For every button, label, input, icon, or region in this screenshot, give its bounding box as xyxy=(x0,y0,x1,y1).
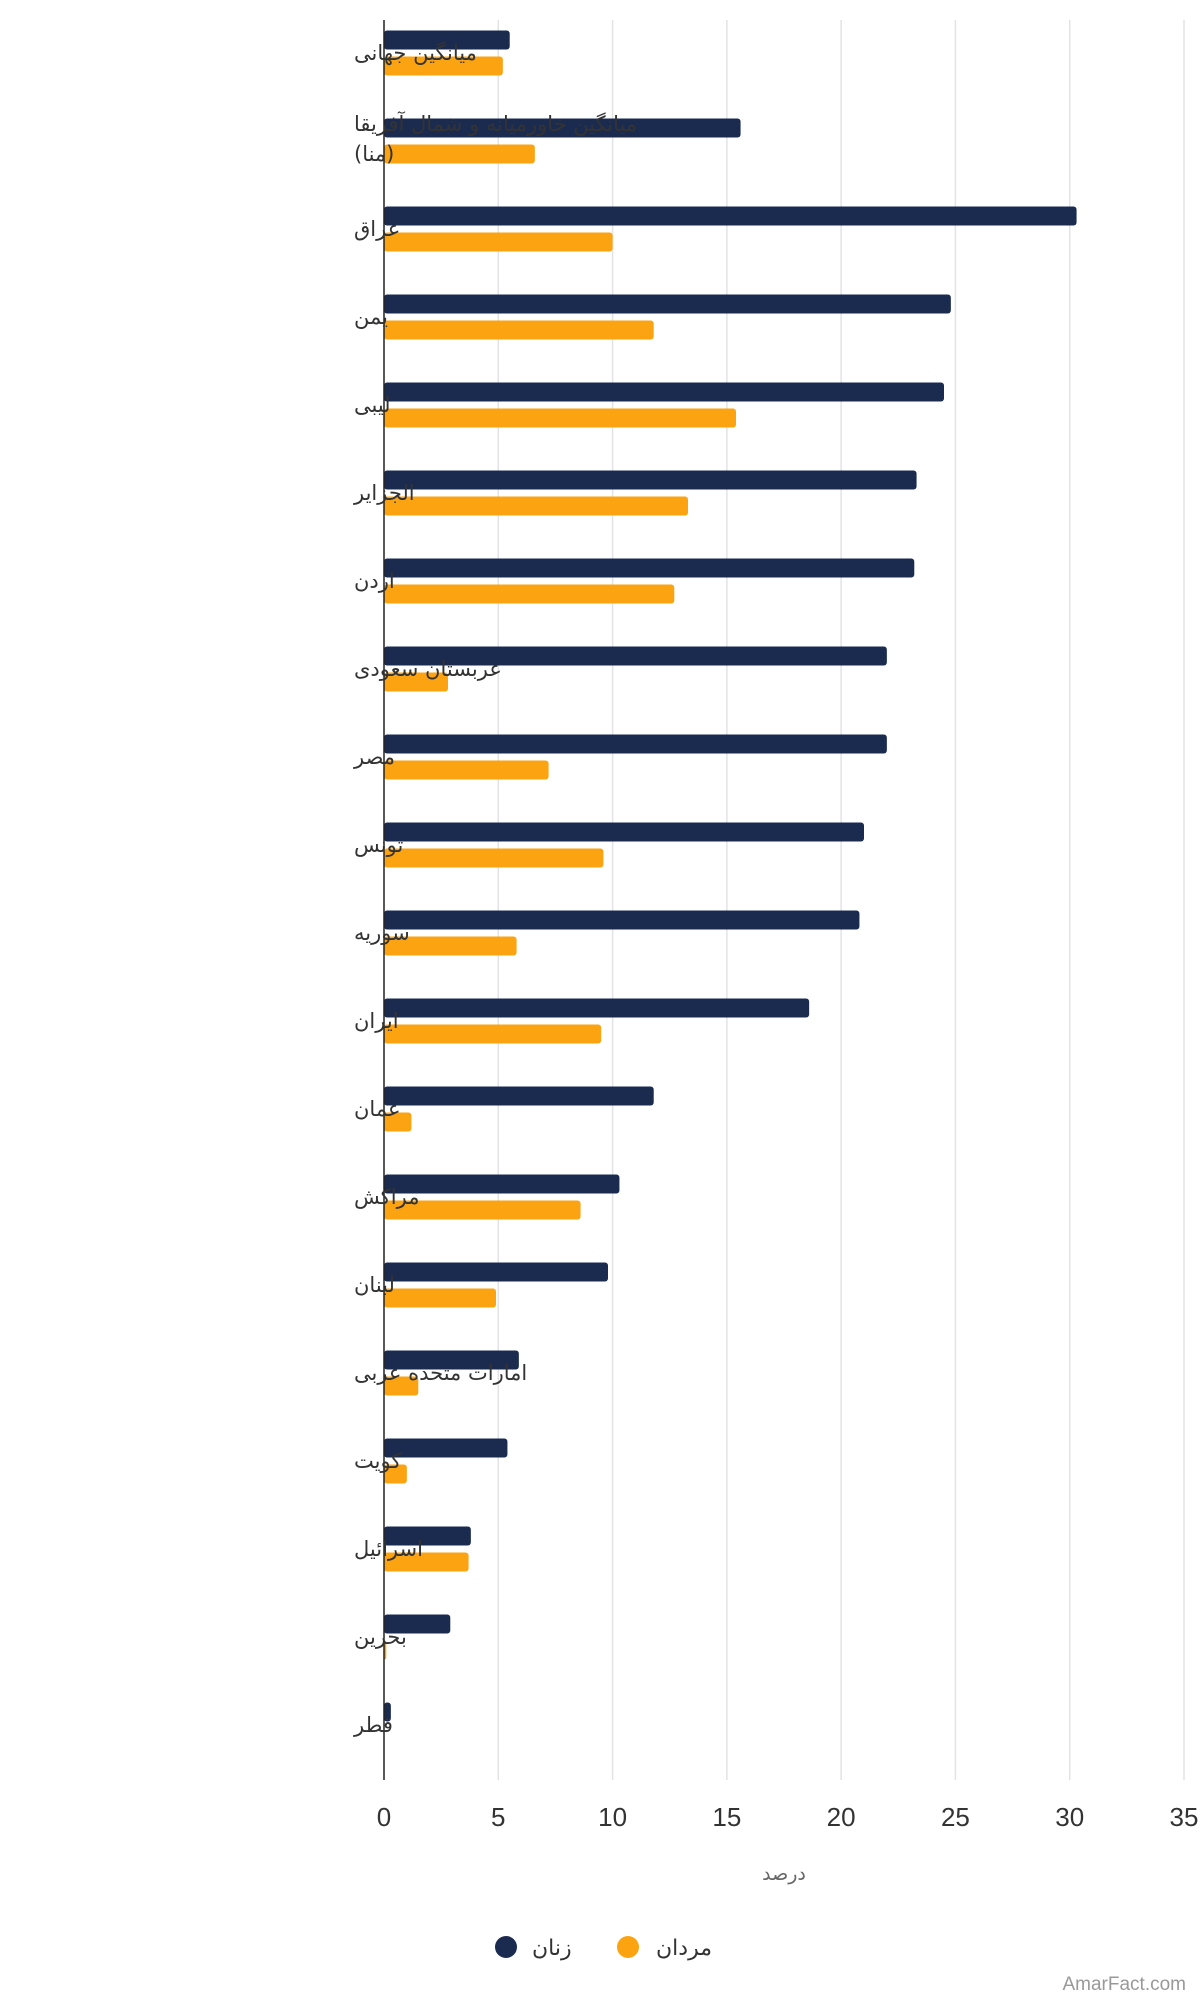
bar-men-10 xyxy=(384,936,517,956)
bar-men-1 xyxy=(384,144,535,164)
category-label: عمان xyxy=(354,1097,401,1121)
bar-men-16 xyxy=(384,1464,407,1484)
bar-men-13 xyxy=(384,1200,581,1220)
category-label: اسرائیل xyxy=(354,1537,423,1561)
x-tick-label: 5 xyxy=(491,1802,505,1832)
x-tick-label: 15 xyxy=(712,1802,741,1832)
category-label: لیبی xyxy=(354,393,391,417)
category-label: قطر xyxy=(353,1713,393,1737)
bar-men-2 xyxy=(384,232,613,252)
bar-men-9 xyxy=(384,848,604,868)
bar-men-5 xyxy=(384,496,688,516)
bar-women-5 xyxy=(384,470,917,490)
category-label: الجزایر xyxy=(353,481,415,505)
category-label: تونس xyxy=(354,833,403,857)
category-label: میانگین خاورمیانه و شمال آفریقا (منا) xyxy=(354,111,637,166)
bar-men-6 xyxy=(384,584,675,604)
bar-women-12 xyxy=(384,1086,654,1106)
category-label: لبنان xyxy=(354,1273,395,1297)
category-label: امارات متحده عربی xyxy=(354,1361,527,1385)
bar-men-17 xyxy=(384,1552,469,1572)
bar-women-2 xyxy=(384,206,1077,226)
legend-marker xyxy=(495,1936,517,1958)
bar-women-1 xyxy=(384,118,741,138)
x-tick-label: 30 xyxy=(1055,1802,1084,1832)
legend-label: زنان xyxy=(532,1936,572,1961)
bar-men-0 xyxy=(384,56,503,76)
bar-men-15 xyxy=(384,1376,419,1396)
gridlines xyxy=(497,20,1185,1780)
x-tick-label: 20 xyxy=(827,1802,856,1832)
bar-women-9 xyxy=(384,822,864,842)
category-label: بحرین xyxy=(354,1625,407,1649)
category-label: میانگین جهانی xyxy=(354,41,477,65)
x-tick-label: 25 xyxy=(941,1802,970,1832)
legend-label: مردان xyxy=(656,1936,712,1961)
category-label: ایران xyxy=(354,1009,399,1033)
bar-women-19 xyxy=(384,1702,391,1722)
bar-women-15 xyxy=(384,1350,519,1370)
category-label: عربستان سعودی xyxy=(354,657,502,681)
bar-women-3 xyxy=(384,294,951,314)
bar-men-11 xyxy=(384,1024,602,1044)
bar-women-16 xyxy=(384,1438,508,1458)
bar-men-8 xyxy=(384,760,549,780)
bar-men-3 xyxy=(384,320,654,340)
x-tick-labels: 0 5 10 15 20 25 30 35 xyxy=(377,1802,1199,1832)
bar-women-11 xyxy=(384,998,810,1018)
category-label: عراق xyxy=(354,217,400,241)
category-label: اردن xyxy=(354,569,395,593)
x-tick-label: 35 xyxy=(1170,1802,1199,1832)
x-tick-label: 0 xyxy=(377,1802,391,1832)
bar-women-6 xyxy=(384,558,915,578)
category-label: مصر xyxy=(353,745,395,769)
category-label: یمن xyxy=(354,305,388,329)
bar-women-8 xyxy=(384,734,887,754)
x-axis-title: درصد xyxy=(762,1863,806,1885)
category-labels: میانگین جهانی میانگین خاورمیانه و شمال آف… xyxy=(353,41,637,1737)
legend-marker xyxy=(617,1936,639,1958)
legend: زنان مردان xyxy=(495,1936,712,1961)
bar-women-14 xyxy=(384,1262,608,1282)
bar-women-4 xyxy=(384,382,944,402)
bar-women-18 xyxy=(384,1614,451,1634)
bar-women-0 xyxy=(384,30,510,50)
bars xyxy=(384,30,1077,1722)
bar-men-7 xyxy=(384,672,448,692)
bar-men-14 xyxy=(384,1288,496,1308)
bar-men-12 xyxy=(384,1112,412,1132)
bar-women-10 xyxy=(384,910,860,930)
bar-men-4 xyxy=(384,408,736,428)
source-credit: AmarFact.com xyxy=(1062,1974,1186,1995)
bar-women-17 xyxy=(384,1526,471,1546)
x-tick-label: 10 xyxy=(598,1802,627,1832)
bar-women-13 xyxy=(384,1174,620,1194)
category-label: سوریه xyxy=(354,921,410,945)
category-label: مراکش xyxy=(354,1185,419,1209)
category-label: کویت xyxy=(354,1449,401,1473)
bar-women-7 xyxy=(384,646,887,666)
